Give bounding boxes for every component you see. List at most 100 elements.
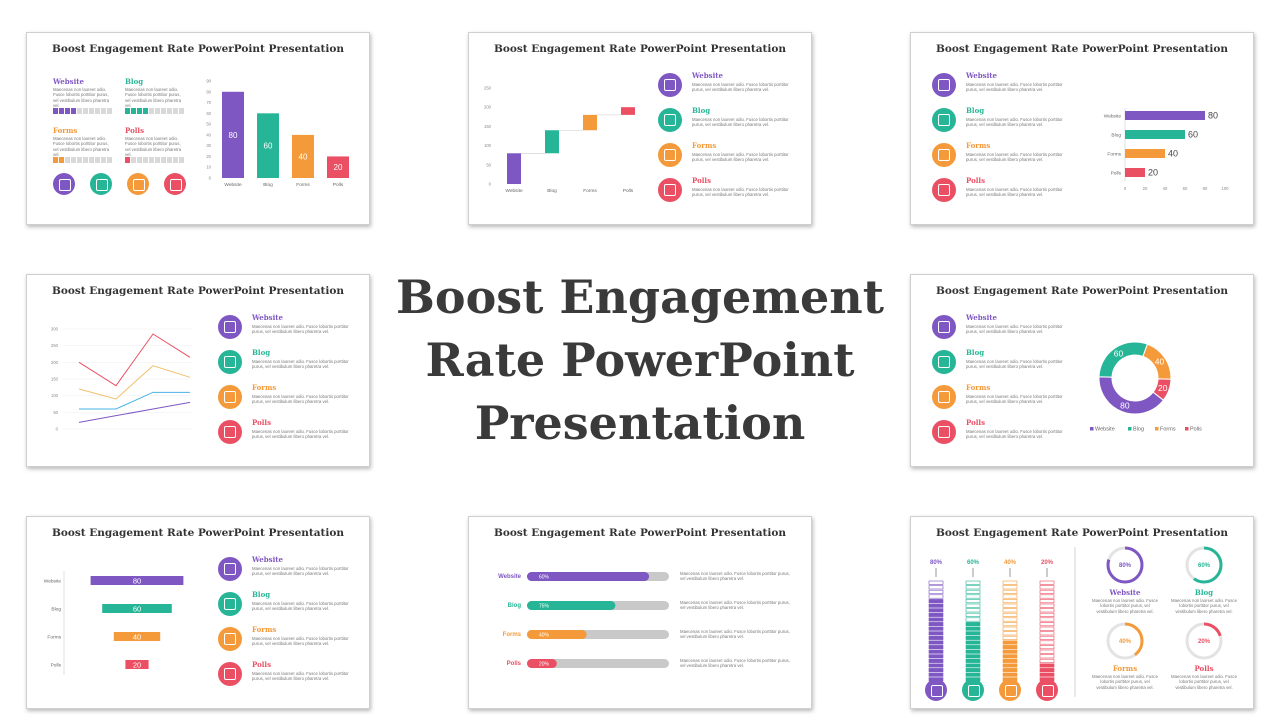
y-tick-label: 60 (206, 111, 211, 116)
level-segment (928, 589, 944, 594)
level-segment (1002, 612, 1018, 617)
slice-value-label: 40 (1155, 357, 1165, 367)
progress-fill-blog (527, 601, 616, 610)
bar-value-label: 60 (1188, 130, 1198, 140)
website-laptop-icon (932, 315, 956, 339)
slide-thumbnail-7[interactable]: Boost Engagement Rate PowerPoint Present… (468, 516, 812, 709)
ring-fill-forms (1106, 622, 1144, 660)
level-segment (965, 622, 981, 627)
y-tick-label: 50 (206, 122, 211, 127)
category-label-blog: Blog (252, 590, 271, 599)
slide-thumbnail-2[interactable]: Boost Engagement Rate PowerPoint Present… (468, 32, 812, 225)
ring-value-label: 40% (1119, 639, 1132, 645)
slide-thumbnail-6[interactable]: Boost Engagement Rate PowerPoint Present… (26, 516, 370, 709)
level-segment (1002, 649, 1018, 654)
y-tick-label: 70 (206, 100, 211, 105)
level-segment (1039, 640, 1055, 645)
category-description: Maecenas non laoreet odio. Fusce loborti… (966, 394, 1063, 405)
level-segment (1002, 658, 1018, 663)
y-tick-label: Website (1104, 114, 1122, 120)
legend-label: Forms (1160, 427, 1176, 433)
level-segment (1039, 585, 1055, 590)
level-segment (928, 631, 944, 636)
category-description: Maecenas non laoreet odio. Fusce loborti… (1092, 598, 1158, 614)
level-segment (1039, 589, 1055, 594)
chart-canvas: Website 80 Blog 60 Forms 40 Polls 20 0 20 40 60 80 10… (1104, 108, 1229, 191)
y-tick-label: 100 (51, 393, 59, 398)
category-label-polls: Polls (966, 418, 986, 427)
progress-fill-forms (527, 630, 587, 639)
progress-square (131, 157, 136, 163)
slide-thumbnail-8[interactable]: Boost Engagement Rate PowerPoint Present… (910, 516, 1254, 709)
y-tick-label: Polls (1111, 171, 1122, 177)
progress-square (95, 108, 100, 114)
legend-label: Blog (1133, 427, 1144, 433)
slide-thumbnail-4[interactable]: Boost Engagement Rate PowerPoint Present… (26, 274, 370, 467)
blog-monitor-icon (962, 679, 984, 701)
forms-document-icon (658, 143, 682, 167)
level-segment (928, 658, 944, 663)
slide-thumbnail-5[interactable]: Boost Engagement Rate PowerPoint Present… (910, 274, 1254, 467)
category-label-website: Website (53, 77, 84, 86)
legend-swatch (1185, 427, 1189, 431)
progress-square (143, 157, 148, 163)
level-segment (1039, 658, 1055, 663)
level-segment (1002, 599, 1018, 604)
progress-value-label: 75% (539, 603, 550, 609)
chart-canvas: 0 10 20 30 40 50 60 70 80 90 80 Website 60 Blog 40 Form… (53, 79, 349, 188)
category-label-blog: Blog (252, 348, 271, 357)
level-segment (1039, 645, 1055, 650)
progress-fill-website (527, 572, 650, 581)
ring-value-label: 20% (1198, 639, 1211, 645)
level-value-label: 80% (930, 560, 943, 566)
category-label-blog: Blog (125, 77, 144, 86)
bar-value-label: 40 (299, 152, 308, 161)
slide-title: Boost Engagement Rate PowerPoint Present… (493, 43, 787, 55)
y-tick-label: 150 (484, 124, 492, 129)
category-description: Maecenas non laoreet odio. Fusce loborti… (1092, 674, 1158, 690)
blog-monitor-icon (932, 350, 956, 374)
chart-canvas: 0 50 100 150 200 250 Website Blog Forms Polls (484, 86, 635, 194)
chart-canvas: 0 50 100 150 200 250 300 (51, 327, 193, 432)
forms-document-icon (218, 627, 242, 651)
level-segment (928, 668, 944, 673)
website-laptop-icon (53, 173, 75, 195)
bar-value-label: 80 (229, 131, 238, 140)
website-laptop-icon (932, 73, 956, 97)
progress-square (173, 157, 178, 163)
bar-value-label: 80 (133, 577, 141, 586)
y-tick-label: Website (44, 579, 62, 585)
category-description: Maecenas non laoreet odio. Fusce loborti… (692, 187, 789, 198)
category-description: Maecenas non laoreet odio. Fusce loborti… (252, 601, 349, 612)
category-label-blog: Blog (692, 106, 711, 115)
x-tick-label: Website (224, 182, 242, 188)
level-segment (965, 585, 981, 590)
level-segment (928, 672, 944, 677)
x-tick-label: Website (505, 188, 523, 194)
level-segment (1039, 654, 1055, 659)
category-label-website: Website (692, 71, 723, 80)
slice-value-label: 80 (1120, 401, 1130, 411)
forms-document-icon (932, 143, 956, 167)
bar-value-label: 40 (1168, 149, 1178, 159)
level-segment (1039, 594, 1055, 599)
level-segment (1039, 622, 1055, 627)
forms-document-icon (218, 385, 242, 409)
progress-square (155, 157, 160, 163)
website-laptop-icon (925, 679, 947, 701)
main-title: Boost Engagement Rate PowerPoint Present… (396, 270, 884, 450)
level-segment (965, 658, 981, 663)
level-segment (965, 649, 981, 654)
bar-polls (621, 107, 635, 115)
bar-value-label: 60 (133, 605, 141, 614)
category-description: Maecenas non laoreet odio. Fusce loborti… (53, 136, 110, 158)
level-segment (1002, 626, 1018, 631)
polls-checklist-icon (164, 173, 186, 195)
progress-square (83, 108, 88, 114)
progress-label-polls: Polls (507, 661, 522, 667)
category-description: Maecenas non laoreet odio. Fusce loborti… (680, 629, 790, 640)
slide-thumbnail-3[interactable]: Boost Engagement Rate PowerPoint Present… (910, 32, 1254, 225)
progress-square (155, 108, 160, 114)
progress-square (101, 108, 106, 114)
slide-thumbnail-1[interactable]: Boost Engagement Rate PowerPoint Present… (26, 32, 370, 225)
